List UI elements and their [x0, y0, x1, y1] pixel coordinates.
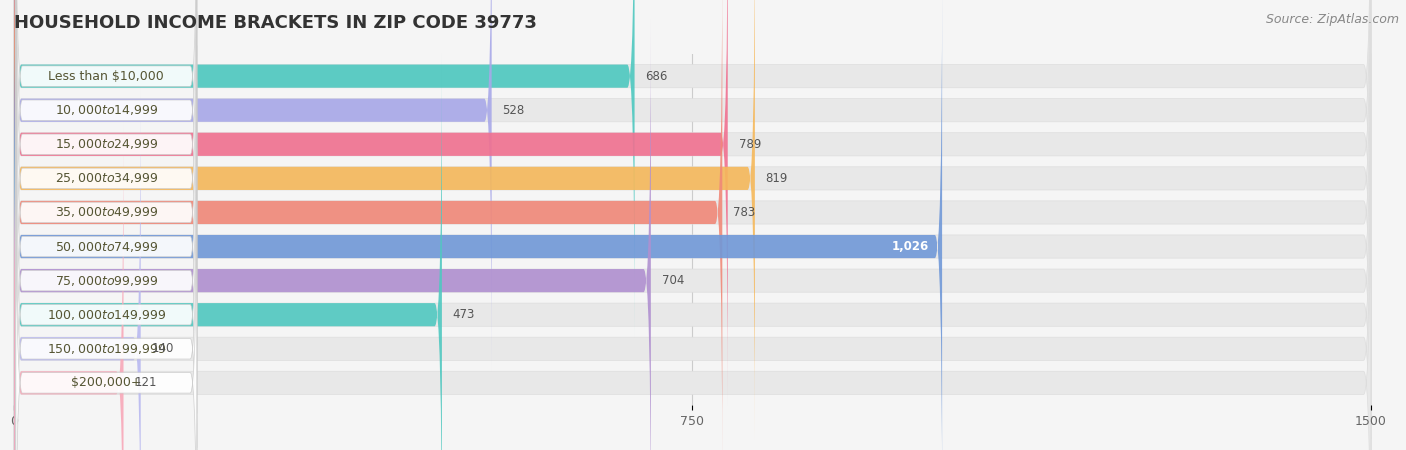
FancyBboxPatch shape	[15, 114, 197, 450]
FancyBboxPatch shape	[14, 88, 141, 450]
Text: $50,000 to $74,999: $50,000 to $74,999	[55, 239, 157, 253]
FancyBboxPatch shape	[14, 0, 1371, 439]
Text: 121: 121	[135, 376, 157, 389]
Text: $15,000 to $24,999: $15,000 to $24,999	[55, 137, 157, 151]
Text: 704: 704	[662, 274, 685, 287]
Text: $150,000 to $199,999: $150,000 to $199,999	[46, 342, 166, 356]
Text: $200,000+: $200,000+	[72, 376, 142, 389]
FancyBboxPatch shape	[14, 0, 1371, 337]
FancyBboxPatch shape	[15, 0, 197, 448]
Text: 528: 528	[502, 104, 524, 117]
FancyBboxPatch shape	[14, 0, 492, 371]
FancyBboxPatch shape	[14, 122, 124, 450]
Text: 140: 140	[152, 342, 174, 355]
Text: $75,000 to $99,999: $75,000 to $99,999	[55, 274, 157, 288]
Text: $35,000 to $49,999: $35,000 to $49,999	[55, 206, 157, 220]
FancyBboxPatch shape	[14, 0, 1371, 450]
FancyBboxPatch shape	[15, 45, 197, 450]
Text: 686: 686	[645, 70, 668, 83]
FancyBboxPatch shape	[14, 20, 1371, 450]
FancyBboxPatch shape	[15, 11, 197, 450]
FancyBboxPatch shape	[14, 54, 1371, 450]
FancyBboxPatch shape	[14, 0, 1371, 371]
FancyBboxPatch shape	[14, 0, 755, 439]
FancyBboxPatch shape	[15, 0, 197, 311]
FancyBboxPatch shape	[14, 0, 1371, 450]
Text: 783: 783	[733, 206, 755, 219]
FancyBboxPatch shape	[15, 148, 197, 450]
FancyBboxPatch shape	[15, 0, 197, 379]
Text: $10,000 to $14,999: $10,000 to $14,999	[55, 103, 157, 117]
FancyBboxPatch shape	[15, 0, 197, 345]
Text: $100,000 to $149,999: $100,000 to $149,999	[46, 308, 166, 322]
Text: HOUSEHOLD INCOME BRACKETS IN ZIP CODE 39773: HOUSEHOLD INCOME BRACKETS IN ZIP CODE 39…	[14, 14, 537, 32]
FancyBboxPatch shape	[14, 0, 634, 337]
FancyBboxPatch shape	[14, 0, 1371, 405]
FancyBboxPatch shape	[14, 54, 441, 450]
FancyBboxPatch shape	[15, 0, 197, 414]
FancyBboxPatch shape	[14, 0, 723, 450]
Text: Source: ZipAtlas.com: Source: ZipAtlas.com	[1265, 14, 1399, 27]
Text: 819: 819	[766, 172, 789, 185]
FancyBboxPatch shape	[14, 20, 651, 450]
Text: $25,000 to $34,999: $25,000 to $34,999	[55, 171, 157, 185]
FancyBboxPatch shape	[14, 122, 1371, 450]
FancyBboxPatch shape	[15, 80, 197, 450]
Text: 473: 473	[453, 308, 475, 321]
FancyBboxPatch shape	[14, 0, 942, 450]
FancyBboxPatch shape	[14, 0, 728, 405]
Text: 1,026: 1,026	[891, 240, 928, 253]
Text: Less than $10,000: Less than $10,000	[48, 70, 165, 83]
FancyBboxPatch shape	[14, 88, 1371, 450]
Text: 789: 789	[738, 138, 761, 151]
